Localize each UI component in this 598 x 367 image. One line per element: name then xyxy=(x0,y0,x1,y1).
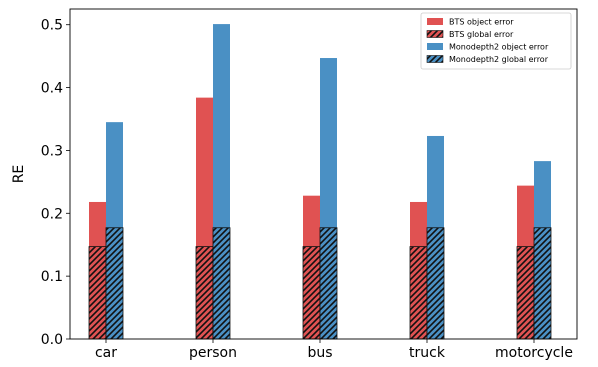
y-tick-label: 0.4 xyxy=(41,81,63,97)
y-tick-label: 0.2 xyxy=(41,206,63,222)
y-axis-label: RE xyxy=(11,165,27,184)
bar-monodepth2-global-hatch-person xyxy=(212,227,231,340)
legend-swatch xyxy=(427,18,443,25)
bar-monodepth2-global-hatch-bus xyxy=(319,227,338,340)
x-tick-label: truck xyxy=(409,345,446,361)
legend-swatch xyxy=(427,43,443,50)
bar-bts-global-hatch-car xyxy=(88,246,107,340)
legend-swatch-hatch xyxy=(426,30,444,38)
legend-label: Monodepth2 object error xyxy=(449,43,549,52)
x-tick-label: bus xyxy=(307,345,332,361)
x-tick-label: car xyxy=(95,345,117,361)
bar-bts-global-hatch-motorcycle xyxy=(516,246,535,340)
plot-frame xyxy=(69,8,578,340)
bar-monodepth2-global-hatch-truck xyxy=(426,227,445,340)
legend-swatch-hatch xyxy=(426,55,444,63)
bar-bts-global-hatch-truck xyxy=(409,246,428,340)
bar-bts-global-hatch-bus xyxy=(302,246,321,340)
legend-box xyxy=(420,12,572,70)
legend-label: Monodepth2 global error xyxy=(449,55,549,64)
bar-monodepth2-global-hatch-motorcycle xyxy=(533,227,552,340)
legend-label: BTS global error xyxy=(449,30,514,39)
x-tick-label: motorcycle xyxy=(495,345,573,361)
y-tick-label: 0.0 xyxy=(41,332,63,348)
y-tick-label: 0.5 xyxy=(41,18,63,34)
x-tick-label: person xyxy=(189,345,237,361)
legend-label: BTS object error xyxy=(449,18,514,27)
y-tick-label: 0.3 xyxy=(41,143,63,159)
bar-monodepth2-global-hatch-car xyxy=(105,227,124,340)
bar-bts-global-hatch-person xyxy=(195,246,214,340)
y-tick-label: 0.1 xyxy=(41,269,63,285)
